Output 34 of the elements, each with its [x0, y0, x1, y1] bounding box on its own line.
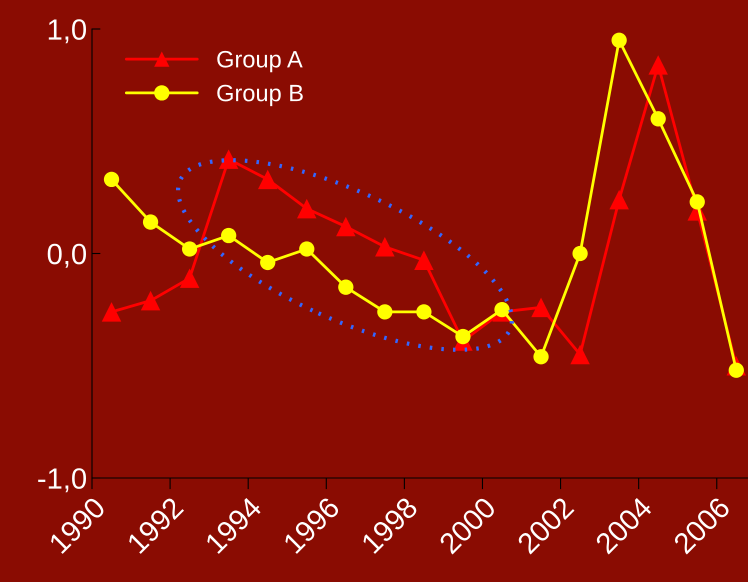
point	[612, 32, 627, 48]
point	[572, 246, 588, 262]
y-tick-label: 1,0	[48, 19, 86, 44]
point	[338, 280, 354, 295]
point	[648, 55, 668, 75]
point	[531, 298, 551, 318]
point	[104, 172, 120, 188]
point	[218, 149, 238, 169]
point	[258, 170, 278, 190]
point	[650, 111, 666, 126]
point	[297, 198, 316, 218]
point	[533, 349, 549, 364]
legend-label: Group B	[217, 84, 303, 106]
point	[336, 216, 356, 236]
point	[140, 290, 160, 310]
y-tick-label: 0,0	[48, 244, 86, 268]
point	[102, 302, 122, 322]
point	[260, 254, 276, 270]
point	[377, 304, 392, 320]
point	[414, 250, 434, 270]
y-tick-label: -1,0	[38, 468, 86, 492]
point	[690, 194, 705, 210]
point	[180, 268, 200, 288]
point	[375, 237, 395, 256]
point	[609, 190, 629, 210]
point	[142, 214, 158, 230]
point	[570, 344, 590, 364]
point	[494, 302, 510, 318]
point	[299, 241, 314, 257]
point	[182, 241, 198, 257]
legend-label: Group A	[217, 50, 303, 72]
point	[221, 228, 236, 244]
point	[455, 328, 471, 344]
point	[416, 304, 432, 320]
